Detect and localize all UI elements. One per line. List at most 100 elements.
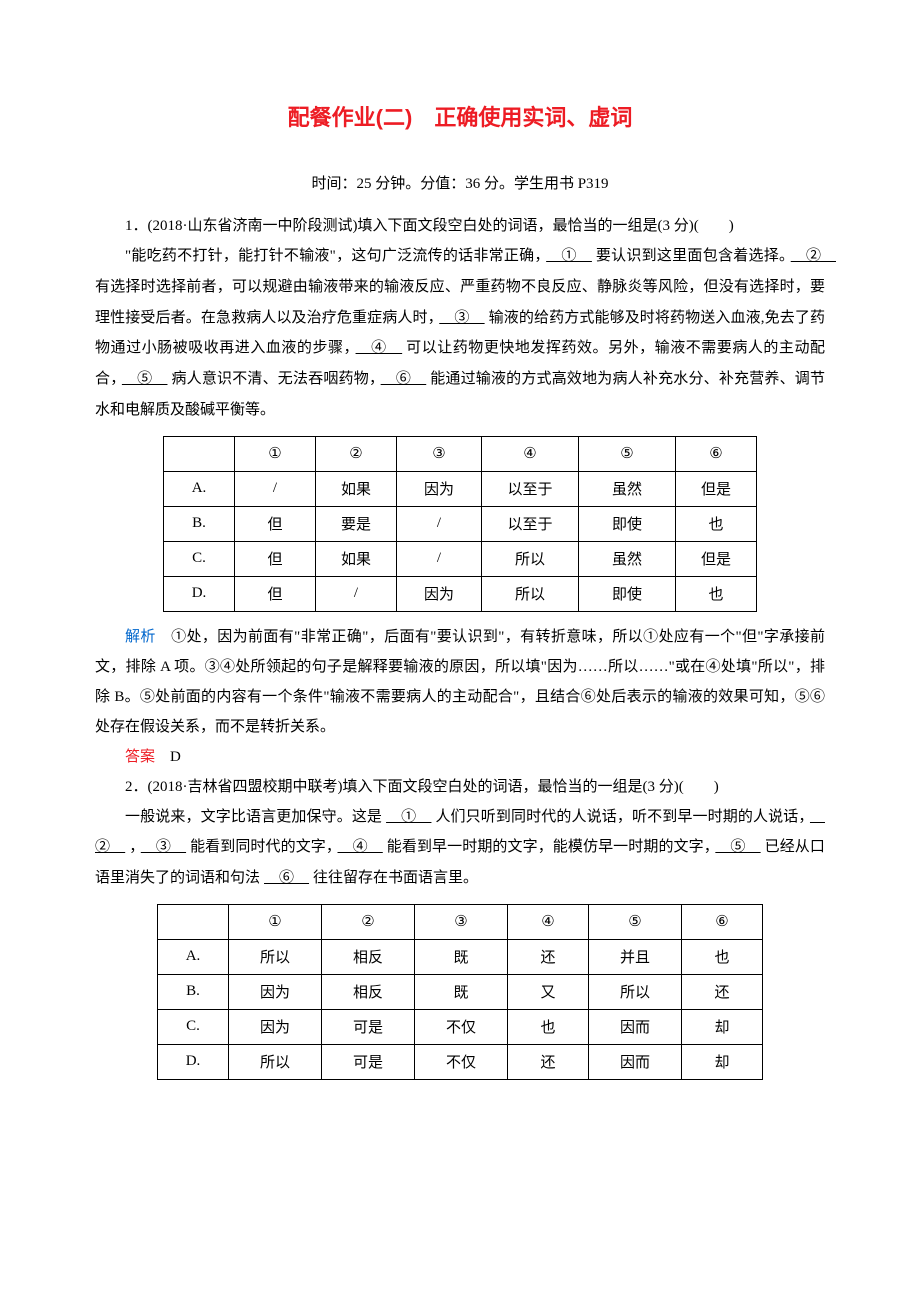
q2-text-4: ， xyxy=(129,839,137,855)
table-cell: 所以 xyxy=(229,1044,322,1079)
q2-passage: 一般说来，文字比语言更加保守。这是 ① 人们只听到同时代的人说话，听不到早一时期… xyxy=(95,802,825,894)
table-cell: 因而 xyxy=(589,1044,682,1079)
q1-text-2: 要认识到这里面包含着选择。 xyxy=(596,248,787,264)
table-cell: 因为 xyxy=(397,471,482,506)
table-cell: C. xyxy=(164,541,235,576)
table-header-cell: ⑥ xyxy=(676,436,757,471)
table-cell: 也 xyxy=(676,506,757,541)
table-header-cell: ④ xyxy=(482,436,579,471)
table-header-cell xyxy=(164,436,235,471)
table-cell: / xyxy=(316,576,397,611)
answer-label: 答案 xyxy=(125,749,155,765)
table-cell: 所以 xyxy=(229,939,322,974)
q2-blank-4: ④ xyxy=(334,839,387,855)
table-row: D.所以可是不仅还因而却 xyxy=(158,1044,763,1079)
table-header-cell: ⑤ xyxy=(579,436,676,471)
table-cell: 虽然 xyxy=(579,471,676,506)
table-cell: / xyxy=(235,471,316,506)
table-cell: 不仅 xyxy=(415,1009,508,1044)
q2-intro: 2．(2018·吉林省四盟校期中联考)填入下面文段空白处的词语，最恰当的一组是(… xyxy=(95,772,825,802)
table-cell: 因为 xyxy=(229,974,322,1009)
q2-blank-5: ⑤ xyxy=(711,839,764,855)
table-cell: A. xyxy=(164,471,235,506)
table-cell: 但是 xyxy=(676,541,757,576)
q1-explain: 解析 ①处，因为前面有"非常正确"，后面有"要认识到"，有转折意味，所以①处应有… xyxy=(95,622,825,742)
table-cell: 如果 xyxy=(316,541,397,576)
table-cell: 虽然 xyxy=(579,541,676,576)
table-row: C.但如果/所以虽然但是 xyxy=(164,541,757,576)
table-row: A.所以相反既还并且也 xyxy=(158,939,763,974)
q2-text-6: 能看到同时代的文字， xyxy=(190,839,333,855)
q1-text-0: "能吃药不打针，能打针不输液"，这句广泛流传的话非常正确， xyxy=(125,248,542,264)
q1-blank-3: ③ xyxy=(435,310,488,326)
q1-blank-4: ④ xyxy=(352,340,407,356)
table-cell: 却 xyxy=(682,1044,763,1079)
table-cell: C. xyxy=(158,1009,229,1044)
table-cell: 因而 xyxy=(589,1009,682,1044)
table-cell: 因为 xyxy=(397,576,482,611)
table-header-cell: ④ xyxy=(508,904,589,939)
q1-blank-2: ② xyxy=(787,248,840,264)
table-header-cell: ③ xyxy=(397,436,482,471)
table-cell: 以至于 xyxy=(482,471,579,506)
table-cell: 并且 xyxy=(589,939,682,974)
table-cell: A. xyxy=(158,939,229,974)
table-cell: 可是 xyxy=(322,1009,415,1044)
table-cell: 但 xyxy=(235,541,316,576)
table-row: D.但/因为所以即使也 xyxy=(164,576,757,611)
table-cell: 既 xyxy=(415,974,508,1009)
table-cell: / xyxy=(397,506,482,541)
table-cell: 可是 xyxy=(322,1044,415,1079)
table-cell: 相反 xyxy=(322,974,415,1009)
table-cell: 如果 xyxy=(316,471,397,506)
table-cell: 所以 xyxy=(482,541,579,576)
table-header-cell: ③ xyxy=(415,904,508,939)
table-cell: 也 xyxy=(508,1009,589,1044)
table-cell: 以至于 xyxy=(482,506,579,541)
table-cell: B. xyxy=(164,506,235,541)
q2-blank-6: ⑥ xyxy=(260,870,313,886)
table-cell: 不仅 xyxy=(415,1044,508,1079)
table-cell: 但是 xyxy=(676,471,757,506)
q1-explain-text: ①处，因为前面有"非常正确"，后面有"要认识到"，有转折意味，所以①处应有一个"… xyxy=(95,629,825,735)
q1-answer-value: D xyxy=(155,749,181,765)
q1-answer: 答案 D xyxy=(95,742,825,772)
q1-text-10: 病人意识不清、无法吞咽药物， xyxy=(171,371,376,387)
table-header-cell: ⑥ xyxy=(682,904,763,939)
page-title: 配餐作业(二) 正确使用实词、虚词 xyxy=(95,100,825,132)
table-cell: 也 xyxy=(676,576,757,611)
table-cell: 但 xyxy=(235,506,316,541)
table-cell: D. xyxy=(164,576,235,611)
table-cell: 要是 xyxy=(316,506,397,541)
q2-blank-3: ③ xyxy=(137,839,190,855)
q2-text-0: 一般说来，文字比语言更加保守。这是 xyxy=(125,809,382,825)
table-header-cell: ① xyxy=(229,904,322,939)
q1-passage: "能吃药不打针，能打针不输液"，这句广泛流传的话非常正确， ① 要认识到这里面包… xyxy=(95,241,825,426)
table-cell: 也 xyxy=(682,939,763,974)
table-row: A./如果因为以至于虽然但是 xyxy=(164,471,757,506)
table-cell: 相反 xyxy=(322,939,415,974)
table-cell: 还 xyxy=(682,974,763,1009)
table-cell: 所以 xyxy=(589,974,682,1009)
q2-text-12: 往往留存在书面语言里。 xyxy=(313,870,478,886)
table-cell: 又 xyxy=(508,974,589,1009)
q2-text-8: 能看到早一时期的文字，能模仿早一时期的文字， xyxy=(387,839,712,855)
table-cell: 但 xyxy=(235,576,316,611)
q1-intro: 1．(2018·山东省济南一中阶段测试)填入下面文段空白处的词语，最恰当的一组是… xyxy=(95,211,825,241)
q1-blank-6: ⑥ xyxy=(377,371,431,387)
q1-options-table: ①②③④⑤⑥A./如果因为以至于虽然但是B.但要是/以至于即使也C.但如果/所以… xyxy=(163,436,757,612)
table-cell: 即使 xyxy=(579,576,676,611)
table-cell: D. xyxy=(158,1044,229,1079)
table-row: B.因为相反既又所以还 xyxy=(158,974,763,1009)
q2-blank-1: ① xyxy=(382,809,435,825)
table-cell: / xyxy=(397,541,482,576)
table-cell: B. xyxy=(158,974,229,1009)
table-cell: 既 xyxy=(415,939,508,974)
table-cell: 却 xyxy=(682,1009,763,1044)
q1-blank-1: ① xyxy=(542,248,596,264)
table-row: B.但要是/以至于即使也 xyxy=(164,506,757,541)
q1-blank-5: ⑤ xyxy=(118,371,172,387)
q2-options-table: ①②③④⑤⑥A.所以相反既还并且也B.因为相反既又所以还C.因为可是不仅也因而却… xyxy=(157,904,763,1080)
table-header-cell: ② xyxy=(322,904,415,939)
explain-label: 解析 xyxy=(125,629,156,645)
